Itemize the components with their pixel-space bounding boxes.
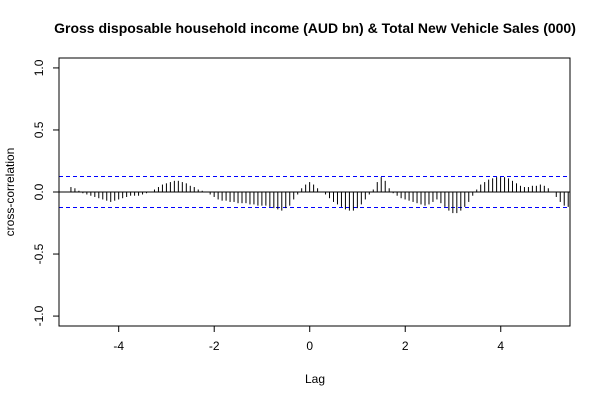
y-axis: -1.0 -0.5 0.0 0.5 1.0	[32, 59, 59, 326]
chart-title: Gross disposable household income (AUD b…	[54, 20, 576, 36]
x-tick-label: 2	[402, 339, 409, 353]
y-tick-label: -0.5	[32, 243, 46, 264]
y-tick-label: -1.0	[32, 305, 46, 326]
y-tick-label: 0.5	[32, 121, 46, 138]
x-axis-label: Lag	[305, 372, 325, 386]
y-tick-label: 0.0	[32, 183, 46, 200]
x-tick-label: 4	[497, 339, 504, 353]
x-tick-label: 0	[306, 339, 313, 353]
y-tick-label: 1.0	[32, 59, 46, 76]
y-axis-label: cross-correlation	[3, 148, 17, 237]
x-tick-label: -4	[113, 339, 124, 353]
plot-area	[59, 175, 570, 214]
x-axis: -4 -2 0 2 4	[113, 326, 504, 353]
x-tick-label: -2	[209, 339, 220, 353]
